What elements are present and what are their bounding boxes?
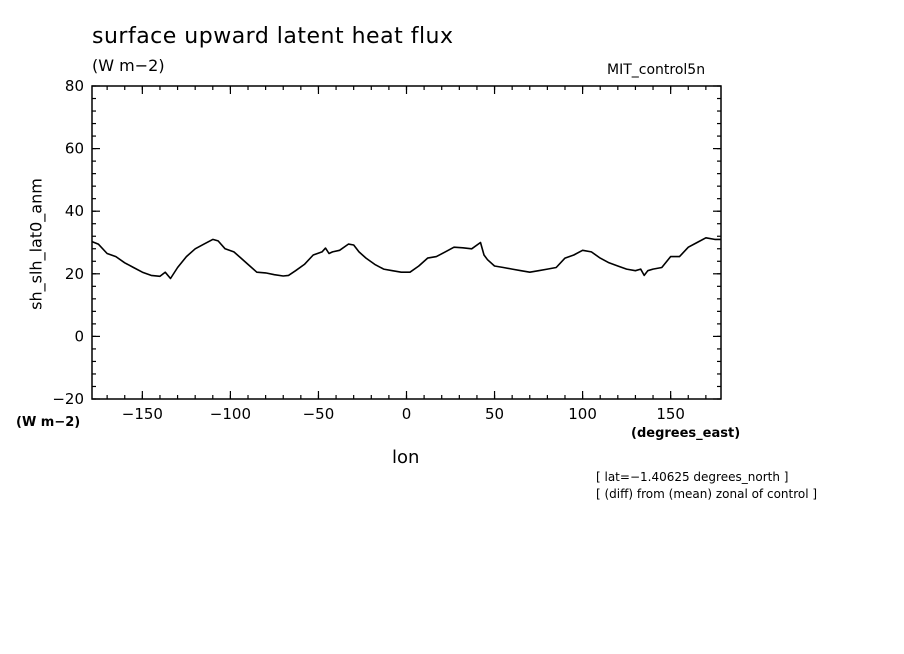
y-axis-units: (W m−2) (16, 415, 81, 430)
run-label: MIT_control5n (607, 62, 706, 78)
latitude-note: [ lat=−1.40625 degrees_north ] (596, 470, 789, 484)
x-axis-units: (degrees_east) (631, 426, 741, 441)
y-tick-label: 0 (74, 327, 84, 345)
x-tick-label: 150 (656, 405, 685, 423)
x-tick-label: 0 (402, 405, 412, 423)
y-tick-label: 20 (65, 265, 84, 283)
x-axis-label: lon (392, 447, 420, 468)
tick-labels: −150 −100 −50 0 50 100 150 −20 0 20 40 60 80 (52, 77, 685, 423)
x-tick-label: −100 (210, 405, 251, 423)
x-tick-label: 100 (568, 405, 597, 423)
plot-frame (91, 85, 722, 400)
axis-ticks (92, 85, 721, 400)
chart-title: surface upward latent heat flux (92, 24, 454, 49)
y-tick-label: 40 (65, 202, 84, 220)
diff-note: [ (diff) from (mean) zonal of control ] (596, 487, 818, 501)
x-tick-label: 50 (485, 405, 504, 423)
y-tick-label: −20 (52, 390, 84, 408)
chart-units: (W m−2) (92, 56, 165, 75)
x-tick-label: −150 (122, 405, 163, 423)
series-line (91, 237, 721, 280)
y-tick-label: 80 (65, 77, 84, 95)
x-tick-label: −50 (303, 405, 335, 423)
y-tick-label: 60 (65, 140, 84, 158)
